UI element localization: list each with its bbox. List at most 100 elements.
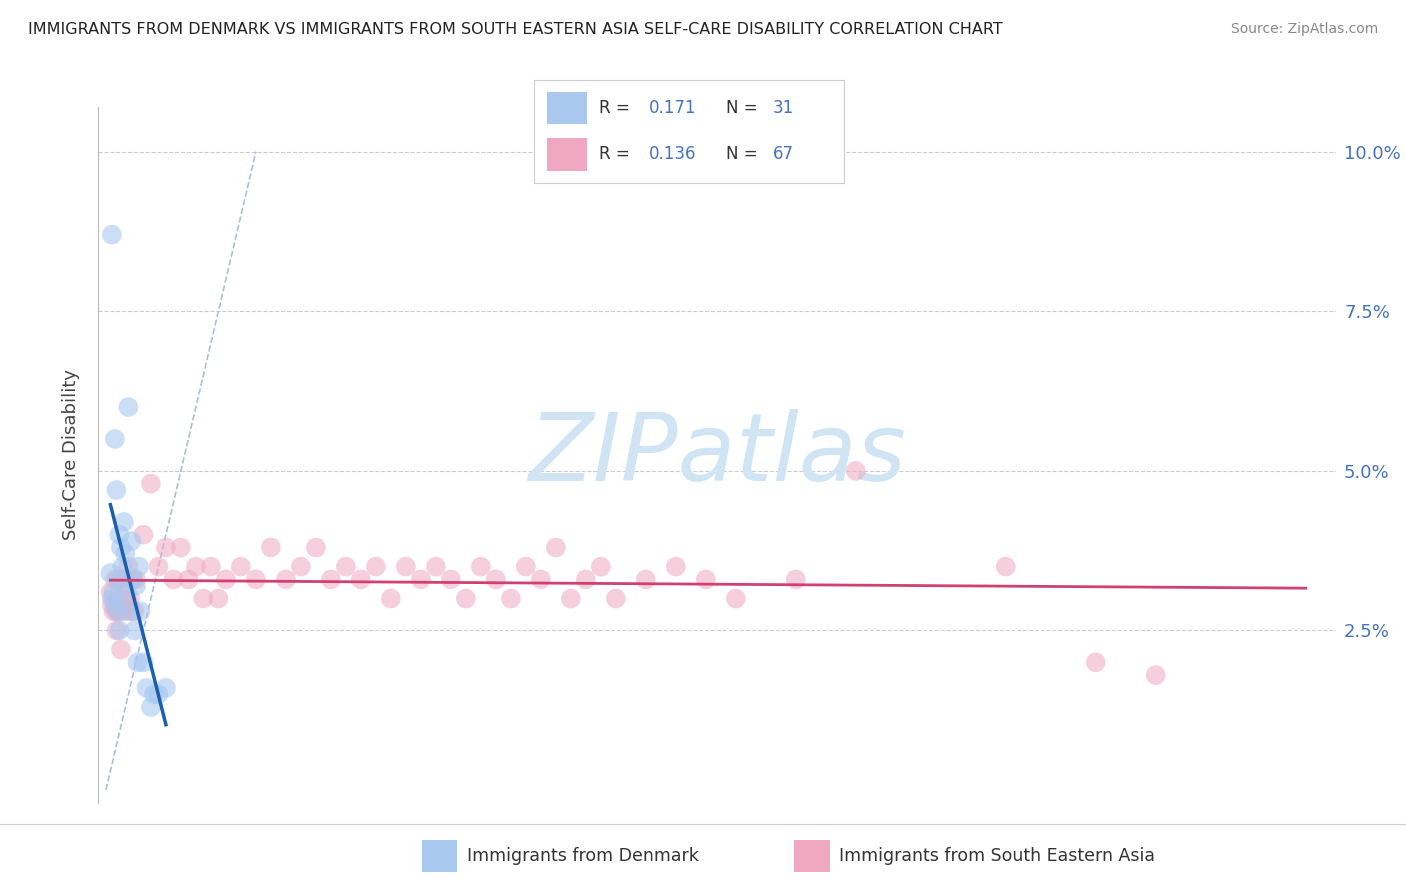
- Point: [245, 573, 267, 587]
- Text: 0.171: 0.171: [648, 99, 696, 117]
- Point: [142, 687, 165, 701]
- Point: [118, 604, 141, 618]
- Point: [115, 585, 138, 599]
- Point: [108, 604, 131, 618]
- Point: [148, 687, 170, 701]
- Point: [350, 573, 373, 587]
- Point: [665, 559, 688, 574]
- Point: [215, 573, 238, 587]
- Point: [470, 559, 492, 574]
- Point: [117, 559, 139, 574]
- Point: [380, 591, 402, 606]
- Point: [118, 591, 141, 606]
- Point: [105, 483, 128, 497]
- Point: [409, 573, 432, 587]
- Text: R =: R =: [599, 145, 636, 163]
- Text: N =: N =: [725, 99, 763, 117]
- Point: [104, 573, 127, 587]
- Point: [111, 559, 134, 574]
- Point: [101, 591, 124, 606]
- Point: [364, 559, 387, 574]
- Point: [335, 559, 357, 574]
- Point: [101, 227, 124, 242]
- Point: [162, 573, 184, 587]
- Point: [115, 591, 138, 606]
- Point: [845, 464, 868, 478]
- Point: [101, 598, 124, 612]
- Point: [575, 573, 598, 587]
- Point: [485, 573, 508, 587]
- Point: [200, 559, 222, 574]
- Point: [155, 541, 177, 555]
- Point: [105, 604, 128, 618]
- Point: [290, 559, 312, 574]
- Point: [229, 559, 252, 574]
- Point: [724, 591, 747, 606]
- Text: 67: 67: [772, 145, 793, 163]
- Point: [108, 527, 131, 541]
- Point: [114, 573, 136, 587]
- Point: [103, 604, 125, 618]
- Point: [139, 700, 162, 714]
- Point: [319, 573, 342, 587]
- Bar: [794, 840, 830, 872]
- Point: [112, 604, 135, 618]
- Point: [100, 585, 122, 599]
- Point: [193, 591, 215, 606]
- Point: [139, 476, 162, 491]
- Point: [108, 624, 131, 638]
- Point: [110, 541, 132, 555]
- Point: [107, 604, 129, 618]
- Point: [1144, 668, 1167, 682]
- Point: [132, 656, 155, 670]
- Point: [695, 573, 717, 587]
- Point: [544, 541, 567, 555]
- Point: [125, 573, 148, 587]
- Point: [148, 559, 170, 574]
- Point: [124, 604, 146, 618]
- Bar: [422, 840, 457, 872]
- Text: Source: ZipAtlas.com: Source: ZipAtlas.com: [1230, 22, 1378, 37]
- Point: [122, 573, 145, 587]
- Point: [110, 642, 132, 657]
- Point: [135, 681, 157, 695]
- Point: [107, 573, 129, 587]
- Point: [177, 573, 200, 587]
- Point: [125, 579, 148, 593]
- Point: [120, 604, 142, 618]
- Point: [305, 541, 328, 555]
- Point: [112, 515, 135, 529]
- Point: [499, 591, 522, 606]
- Text: ZIPatlas: ZIPatlas: [529, 409, 905, 500]
- Point: [1084, 656, 1107, 670]
- Point: [515, 559, 537, 574]
- Point: [785, 573, 807, 587]
- Point: [425, 559, 447, 574]
- Point: [114, 547, 136, 561]
- Point: [107, 591, 129, 606]
- Point: [530, 573, 553, 587]
- Point: [100, 566, 122, 580]
- Point: [589, 559, 612, 574]
- Point: [994, 559, 1017, 574]
- Point: [274, 573, 297, 587]
- Text: R =: R =: [599, 99, 636, 117]
- Bar: [547, 137, 586, 170]
- Text: IMMIGRANTS FROM DENMARK VS IMMIGRANTS FROM SOUTH EASTERN ASIA SELF-CARE DISABILI: IMMIGRANTS FROM DENMARK VS IMMIGRANTS FR…: [28, 22, 1002, 37]
- Point: [260, 541, 283, 555]
- Point: [132, 527, 155, 541]
- Point: [184, 559, 207, 574]
- Point: [103, 585, 125, 599]
- Point: [207, 591, 229, 606]
- Bar: [547, 92, 586, 124]
- Point: [440, 573, 463, 587]
- Point: [104, 432, 127, 446]
- Point: [605, 591, 627, 606]
- Point: [122, 573, 145, 587]
- Text: 31: 31: [772, 99, 794, 117]
- Text: 0.136: 0.136: [648, 145, 696, 163]
- Text: Immigrants from South Eastern Asia: Immigrants from South Eastern Asia: [839, 847, 1156, 865]
- Text: Immigrants from Denmark: Immigrants from Denmark: [467, 847, 699, 865]
- Text: N =: N =: [725, 145, 763, 163]
- Point: [104, 598, 127, 612]
